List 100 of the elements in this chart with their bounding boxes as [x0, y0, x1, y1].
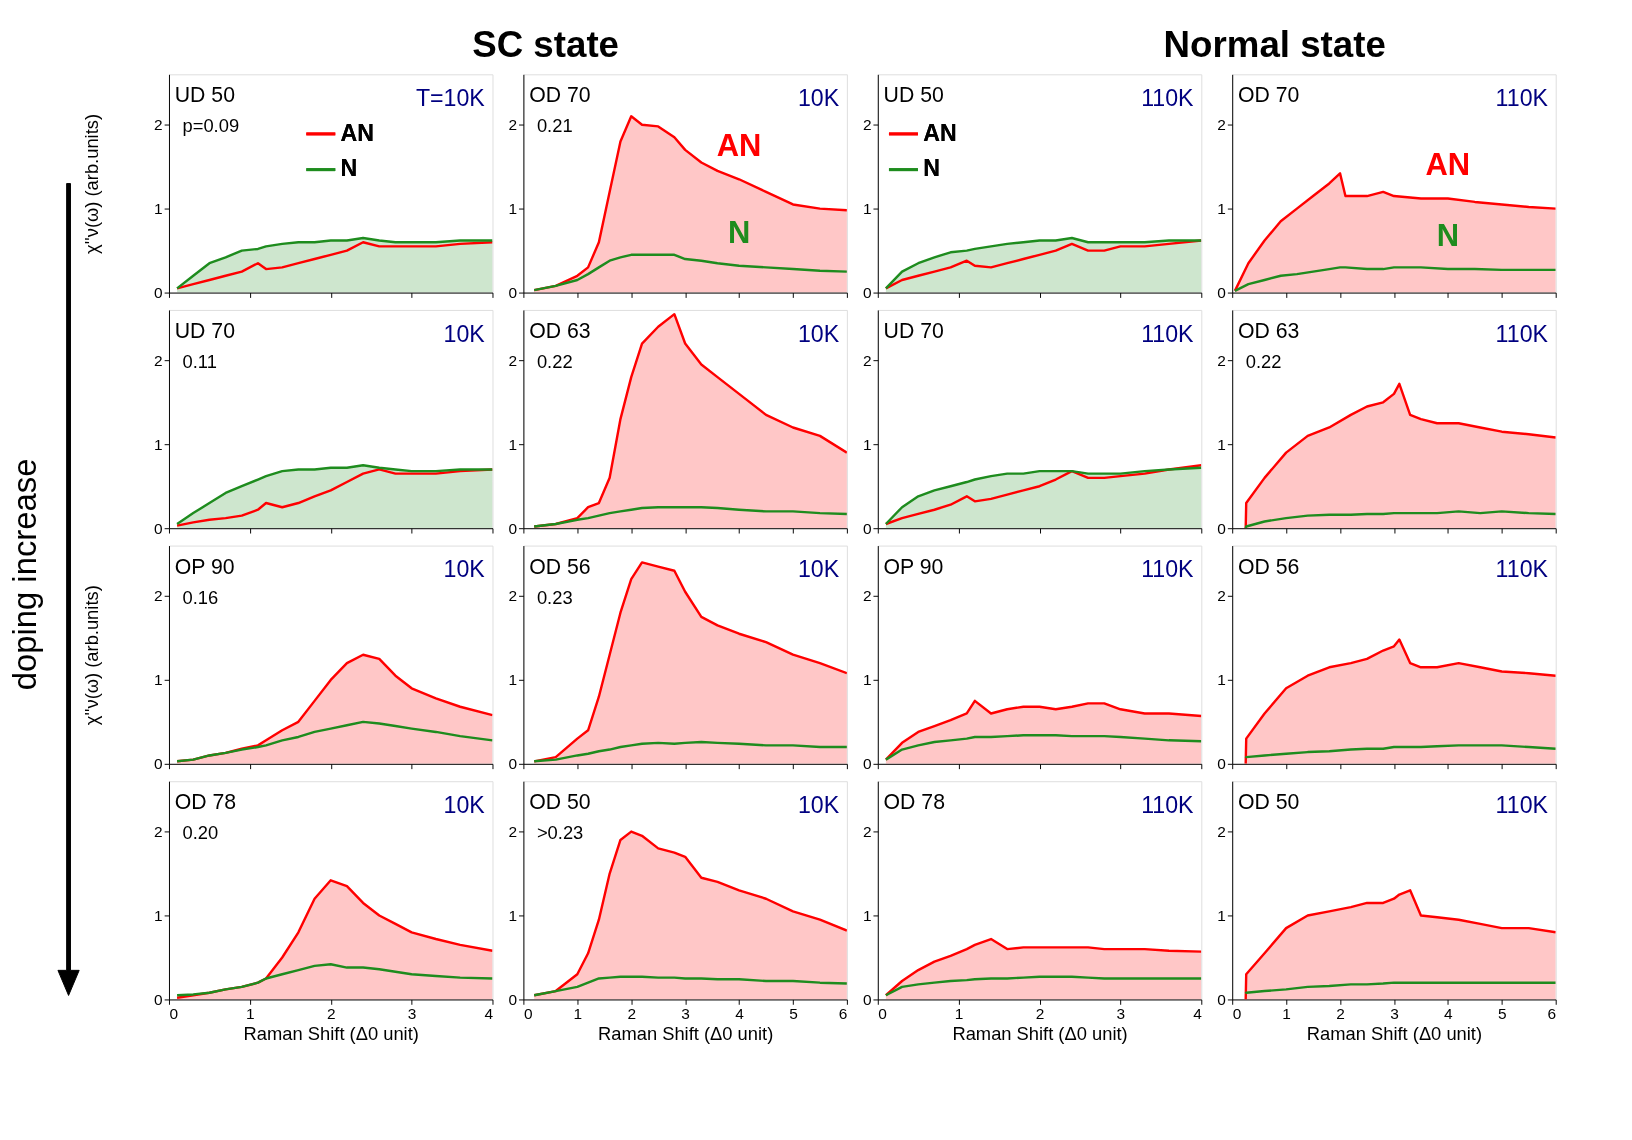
- annotation: UD 50: [174, 83, 235, 108]
- y-tick-label: 0: [1217, 990, 1226, 1008]
- y-tick-label: 1: [154, 906, 163, 924]
- annotation: OD 78: [883, 790, 945, 815]
- annotation: UD 70: [883, 318, 944, 343]
- annotation: 10K: [443, 320, 486, 347]
- annotation: OD 63: [1238, 318, 1300, 343]
- y-tick-label: 1: [154, 199, 163, 217]
- annotation: OP 90: [883, 554, 944, 579]
- y-tick-label: 0: [154, 755, 163, 773]
- y-tick-label: 0: [862, 755, 872, 773]
- annotation: 0.22: [1245, 350, 1282, 372]
- line-series: [1244, 981, 1556, 995]
- x-axis-title: Raman Shift (Δ0 unit): [1306, 1023, 1483, 1045]
- y-tick-label: 1: [154, 435, 163, 453]
- annotation: 110K: [1495, 85, 1549, 112]
- y-tick-label: 2: [862, 116, 872, 134]
- x-tick-label: 1: [954, 1005, 964, 1023]
- annotation: 10K: [443, 792, 486, 819]
- line-series: [1244, 744, 1556, 760]
- x-tick-label: 2: [1035, 1005, 1045, 1023]
- annotation: OD 70: [1238, 83, 1300, 108]
- y-tick-label: 1: [1217, 671, 1226, 689]
- line-series: [175, 720, 493, 763]
- series-label: N: [1436, 217, 1460, 253]
- annotation: 110K: [1495, 320, 1549, 347]
- text: Normal state: [1163, 23, 1386, 65]
- y-axis-title: χ''ν(ω) (arb.units): [81, 113, 103, 254]
- y-tick-label: 0: [508, 990, 518, 1008]
- y-tick-label: 2: [862, 351, 872, 369]
- annotation: UD 50: [883, 83, 944, 108]
- y-tick-label: 0: [154, 990, 163, 1008]
- x-axis-title: Raman Shift (Δ0 unit): [598, 1023, 774, 1045]
- y-tick-label: 2: [154, 116, 163, 134]
- x-tick-label: 1: [573, 1005, 583, 1023]
- annotation: 110K: [1141, 792, 1195, 819]
- y-tick-label: 0: [154, 519, 163, 537]
- annotation: 0.21: [536, 115, 573, 137]
- y-tick-label: 2: [508, 116, 518, 134]
- annotation: 10K: [797, 556, 840, 583]
- annotation: 110K: [1495, 792, 1549, 819]
- y-tick-label: 2: [862, 822, 872, 840]
- y-tick-label: 0: [1217, 755, 1226, 773]
- x-tick-label: 3: [681, 1005, 690, 1023]
- x-tick-label: 0: [1232, 1005, 1242, 1023]
- annotation: 10K: [797, 792, 840, 819]
- y-tick-label: 2: [1217, 822, 1226, 840]
- y-tick-label: 0: [862, 519, 872, 537]
- annotation: 10K: [797, 85, 840, 112]
- annotation: OD 56: [1238, 554, 1300, 579]
- y-tick-label: 2: [1217, 116, 1226, 134]
- y-tick-label: 0: [862, 283, 872, 301]
- annotation: UD 70: [174, 318, 235, 343]
- y-tick-label: 0: [154, 283, 163, 301]
- x-tick-label: 5: [789, 1005, 798, 1023]
- x-axis-title: Raman Shift (Δ0 unit): [952, 1023, 1128, 1045]
- y-tick-label: 1: [508, 671, 518, 689]
- x-tick-label: 4: [1193, 1005, 1203, 1023]
- x-tick-label: 3: [1116, 1005, 1126, 1023]
- x-tick-label: 4: [484, 1005, 494, 1023]
- y-tick-label: 2: [154, 351, 163, 369]
- y-tick-label: 2: [508, 587, 518, 605]
- y-tick-label: 0: [862, 990, 872, 1008]
- annotation: 110K: [1141, 320, 1195, 347]
- x-tick-label: 5: [1497, 1005, 1507, 1023]
- y-tick-label: 0: [1217, 519, 1226, 537]
- x-tick-label: 2: [627, 1005, 637, 1023]
- annotation: OD 63: [529, 318, 591, 343]
- line-series: [884, 734, 1202, 761]
- y-tick-label: 1: [154, 671, 163, 689]
- annotation: OD 56: [529, 554, 591, 579]
- x-tick-label: 4: [1444, 1005, 1454, 1023]
- annotation: 0.20: [182, 822, 219, 844]
- x-tick-label: 1: [1282, 1005, 1291, 1023]
- line-series: [532, 253, 847, 292]
- x-tick-label: 0: [523, 1005, 533, 1023]
- x-tick-label: 0: [169, 1005, 179, 1023]
- line-series: [532, 975, 847, 997]
- annotation: OD 70: [529, 83, 591, 108]
- y-tick-label: 2: [1217, 351, 1226, 369]
- y-tick-label: 2: [154, 587, 163, 605]
- y-tick-label: 1: [508, 906, 518, 924]
- x-tick-label: 2: [326, 1005, 336, 1023]
- annotation: OD 78: [174, 790, 237, 815]
- annotation: >0.23: [536, 822, 584, 844]
- legend-label: N: [340, 155, 358, 182]
- y-tick-label: 0: [508, 755, 518, 773]
- y-tick-label: 1: [862, 671, 872, 689]
- line-series: [532, 740, 847, 763]
- x-axis-title: Raman Shift (Δ0 unit): [243, 1023, 419, 1045]
- x-tick-label: 3: [407, 1005, 417, 1023]
- annotation: 10K: [443, 556, 486, 583]
- y-tick-label: 2: [862, 587, 872, 605]
- line-series: [175, 962, 493, 997]
- y-tick-label: 1: [862, 906, 872, 924]
- series-label: N: [727, 214, 751, 250]
- line-series: [884, 975, 1202, 997]
- x-tick-label: 6: [838, 1005, 848, 1023]
- x-tick-label: 1: [246, 1005, 255, 1023]
- annotation: 110K: [1141, 85, 1195, 112]
